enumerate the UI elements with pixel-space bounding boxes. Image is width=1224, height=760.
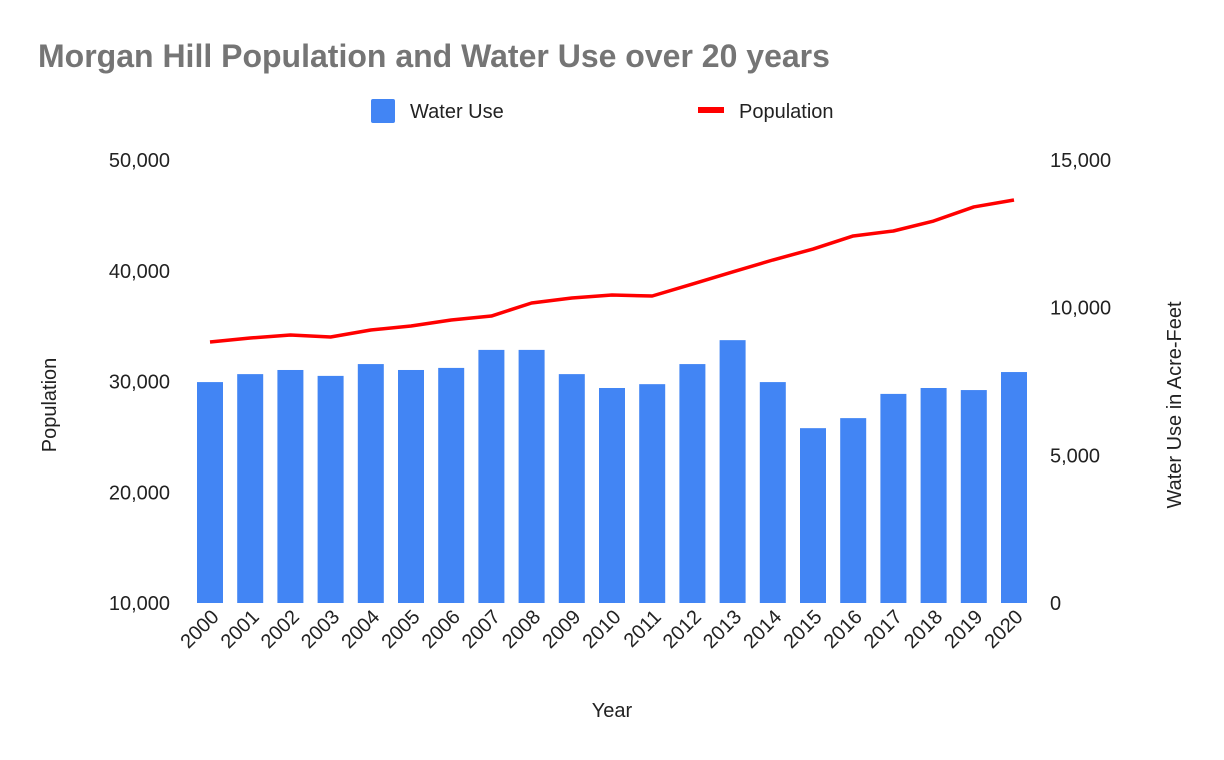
bar-water-use-2006 <box>438 367 465 603</box>
x-tick-label: 2007 <box>458 606 505 653</box>
right-tick-label: 5,000 <box>1050 445 1100 467</box>
x-tick-label: 2004 <box>337 606 384 653</box>
bar-water-use-2018 <box>920 387 947 603</box>
x-tick-label: 2020 <box>981 606 1028 653</box>
bar-water-use-2016 <box>840 418 867 603</box>
bar-water-use-2000 <box>197 382 223 603</box>
x-tick-label: 2018 <box>900 606 947 653</box>
x-tick-label: 2009 <box>538 606 585 653</box>
chart-title: Morgan Hill Population and Water Use ove… <box>38 38 830 74</box>
x-tick-label: 2017 <box>860 606 907 653</box>
left-tick-label: 10,000 <box>109 593 170 615</box>
x-tick-label: 2010 <box>579 606 626 653</box>
legend-label-water-use: Water Use <box>410 101 504 123</box>
bar-water-use-2002 <box>277 369 304 603</box>
bar-water-use-2007 <box>478 349 505 603</box>
left-tick-label: 50,000 <box>109 150 170 172</box>
legend: Water Use Population <box>371 99 834 123</box>
left-axis-title: Population <box>39 358 61 453</box>
bar-water-use-2017 <box>880 393 907 603</box>
legend-label-population: Population <box>739 101 834 123</box>
right-tick-label: 10,000 <box>1050 298 1111 320</box>
x-axis-title: Year <box>592 700 633 722</box>
left-tick-label: 40,000 <box>109 261 170 283</box>
x-tick-label: 2015 <box>780 606 827 653</box>
x-tick-label: 2001 <box>217 606 264 653</box>
x-tick-label: 2000 <box>177 606 224 653</box>
x-tick-label: 2006 <box>418 606 465 653</box>
bar-water-use-2008 <box>518 349 545 603</box>
legend-swatch-water-use <box>371 99 395 123</box>
right-axis-title: Water Use in Acre-Feet <box>1164 301 1186 509</box>
x-tick-label: 2012 <box>659 606 706 653</box>
bar-water-use-2012 <box>679 364 706 603</box>
bar-water-use-2011 <box>639 384 666 603</box>
bar-water-use-2020 <box>1001 372 1027 603</box>
bar-water-use-2015 <box>800 428 826 603</box>
bar-water-use-2010 <box>599 387 625 603</box>
x-tick-label: 2002 <box>257 606 304 653</box>
line-population <box>209 198 1015 344</box>
x-tick-label: 2008 <box>498 606 545 653</box>
bar-water-use-2003 <box>317 375 344 603</box>
x-tick-label: 2019 <box>940 606 987 653</box>
x-tick-label: 2003 <box>297 606 344 653</box>
x-tick-label: 2013 <box>699 606 746 653</box>
legend-swatch-population <box>698 107 724 113</box>
left-tick-label: 30,000 <box>109 372 170 394</box>
bar-water-use-2013 <box>719 340 746 603</box>
bar-water-use-2019 <box>960 390 987 603</box>
bar-water-use-2004 <box>357 364 384 603</box>
right-tick-label: 15,000 <box>1050 150 1111 172</box>
x-tick-label: 2014 <box>739 606 786 653</box>
bar-water-use-2001 <box>237 374 264 603</box>
right-tick-label: 0 <box>1050 593 1061 615</box>
x-tick-label: 2016 <box>820 606 867 653</box>
x-tick-label: 2005 <box>378 606 425 653</box>
x-tick-label: 2011 <box>620 606 666 652</box>
left-tick-label: 20,000 <box>109 482 170 504</box>
bar-water-use-2014 <box>759 382 786 603</box>
bar-water-use-2009 <box>558 374 585 603</box>
bar-water-use-2005 <box>398 369 424 603</box>
